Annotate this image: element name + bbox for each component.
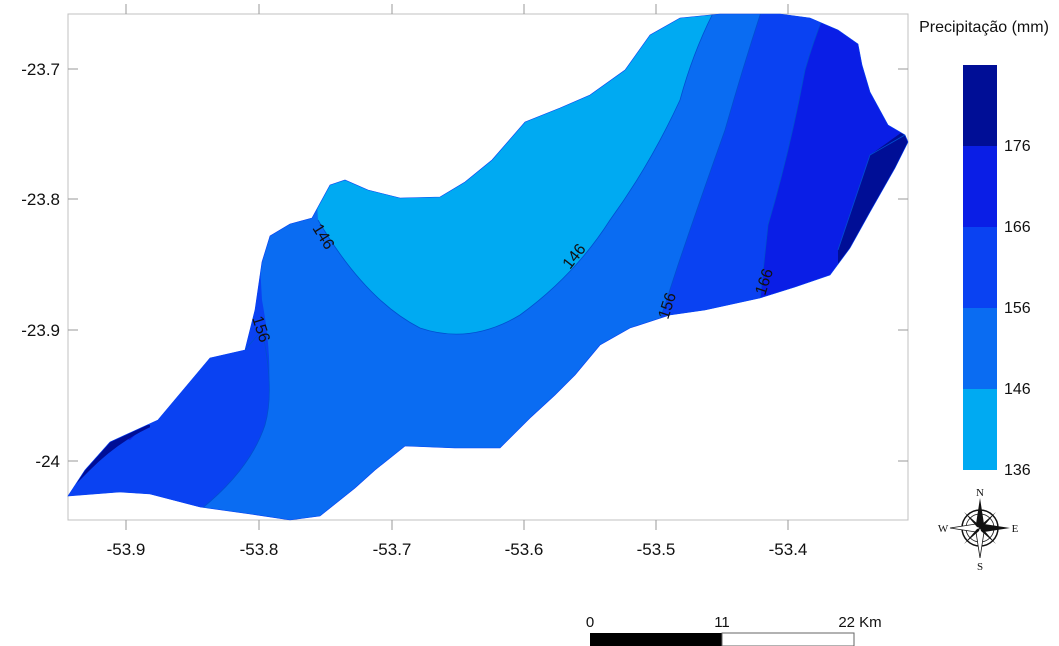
legend-label: 176	[1004, 138, 1031, 155]
zone-156-southwest	[150, 330, 270, 510]
scale-segment-dark	[590, 633, 722, 646]
scale-bar: 0 11 22 Km	[586, 614, 882, 646]
scale-segment-light	[721, 632, 855, 646]
contour-166	[759, 14, 831, 301]
x-tick-label: -53.5	[637, 540, 676, 559]
x-tick-label: -53.6	[505, 540, 544, 559]
compass-west: W	[938, 523, 949, 535]
compass-rose-icon: N S E W	[938, 487, 1019, 573]
scale-label: 0	[586, 614, 594, 631]
legend-colorbar	[963, 65, 997, 470]
contour-156-west	[199, 329, 270, 511]
contour-lines	[199, 14, 906, 511]
compass-south: S	[977, 561, 983, 573]
scale-label: 11	[714, 614, 730, 631]
compass-east: E	[1012, 523, 1019, 535]
y-tick-label: -23.8	[21, 190, 60, 209]
legend-swatch	[963, 65, 997, 146]
x-tick-label: -53.4	[769, 540, 808, 559]
basin-outline	[67, 13, 909, 521]
legend-label: 156	[1004, 300, 1031, 317]
legend-swatch	[963, 389, 997, 470]
legend-swatch	[963, 146, 997, 227]
y-tick-label: -24	[35, 452, 60, 471]
legend-swatch	[963, 227, 997, 308]
legend-swatch	[963, 308, 997, 389]
contour-156-east	[659, 14, 766, 321]
x-tick-label: -53.8	[240, 540, 279, 559]
legend-label: 146	[1004, 381, 1031, 398]
contour-146	[317, 14, 721, 335]
x-tick-label: -53.9	[107, 540, 146, 559]
legend-label: 136	[1004, 462, 1031, 479]
x-tick-label: -53.7	[373, 540, 412, 559]
legend-title: Precipitação (mm)	[919, 19, 1049, 36]
y-tick-label: -23.7	[21, 60, 60, 79]
tick-marks	[68, 4, 908, 530]
scale-label: 22 Km	[838, 614, 881, 631]
contour-176	[837, 134, 906, 251]
legend-label: 166	[1004, 219, 1031, 236]
y-tick-label: -23.9	[21, 321, 60, 340]
compass-north: N	[976, 487, 984, 499]
